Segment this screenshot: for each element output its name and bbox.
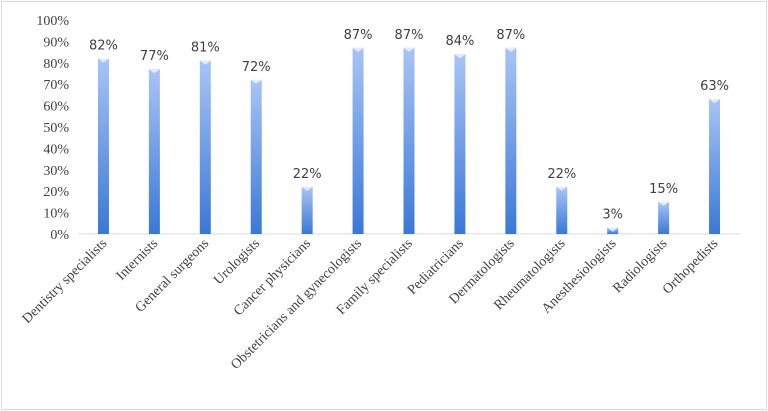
category-label: Orthopedists [660, 236, 721, 297]
data-label: 22% [293, 167, 322, 182]
bar [403, 47, 415, 234]
category-label: Urologists [211, 236, 263, 288]
data-label: 3% [602, 208, 623, 223]
y-tick-label: 50% [43, 121, 69, 136]
data-label: 77% [140, 49, 169, 64]
y-tick-label: 0% [50, 228, 69, 243]
y-tick-labels: 0% 10% 20% 30% 40% 50% 60% 70% 80% 90% 100% [36, 14, 69, 243]
data-labels: 82% 77% 81% 72% 22% 87% 87% 84% 87% 22% 3% 15% 63% [89, 28, 729, 223]
bar [352, 47, 364, 234]
bar [658, 201, 670, 234]
bar [97, 58, 109, 234]
bar [556, 186, 568, 234]
bar-cap [199, 60, 211, 65]
data-label: 63% [700, 79, 729, 94]
data-label: 87% [344, 28, 373, 43]
y-tick-label: 70% [43, 78, 69, 93]
bar [250, 79, 262, 234]
data-label: 81% [191, 41, 220, 56]
data-label: 15% [649, 182, 678, 197]
y-tick-label: 20% [43, 185, 69, 200]
bar [709, 99, 721, 235]
data-label: 87% [395, 28, 424, 43]
bar [199, 60, 211, 234]
bar-cap [403, 47, 415, 52]
y-tick-label: 100% [36, 14, 69, 29]
y-tick-label: 60% [43, 100, 69, 115]
bar-cap [250, 79, 262, 84]
y-tick-label: 10% [43, 207, 69, 222]
category-label: Dentistry specialists [20, 236, 111, 327]
bar-cap [148, 69, 160, 74]
bar-cap [709, 99, 721, 104]
data-label: 82% [89, 39, 118, 54]
bars [97, 47, 721, 235]
bar [505, 47, 517, 234]
bar-cap [607, 227, 619, 232]
bar-cap [301, 186, 313, 191]
y-tick-label: 30% [43, 164, 69, 179]
bar [454, 54, 466, 234]
category-label: Internists [114, 236, 161, 283]
bar-cap [454, 54, 466, 59]
bar-cap [556, 186, 568, 191]
bar-cap [505, 47, 517, 52]
y-tick-label: 80% [43, 57, 69, 72]
y-tick-label: 40% [43, 142, 69, 157]
data-label: 84% [445, 34, 474, 49]
bar [148, 69, 160, 234]
data-label: 72% [242, 60, 271, 75]
bar [301, 186, 313, 234]
bar-cap [97, 58, 109, 63]
bar-cap [352, 47, 364, 52]
data-label: 22% [547, 167, 576, 182]
bar-cap [658, 201, 670, 206]
data-label: 87% [496, 28, 525, 43]
y-tick-label: 90% [43, 35, 69, 50]
